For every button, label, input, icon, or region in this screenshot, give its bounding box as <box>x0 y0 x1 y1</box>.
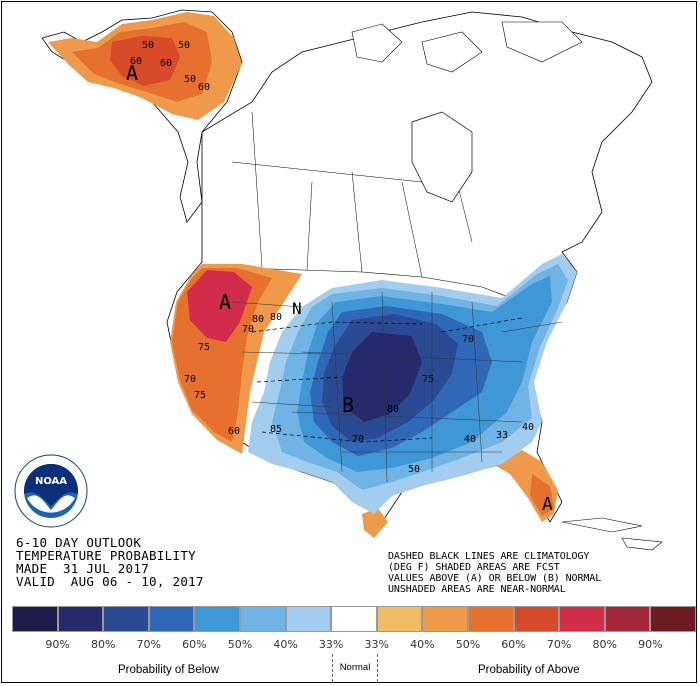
legend-swatch <box>12 606 58 632</box>
contour-value-label: 70 <box>242 324 254 335</box>
legend-swatch <box>376 606 423 632</box>
normal-marker: N <box>292 299 302 318</box>
legend-swatch <box>331 606 377 632</box>
texas-above <box>362 508 388 538</box>
contour-value-label: 60 <box>160 58 172 69</box>
legend-label: 70% <box>546 638 572 651</box>
legend-swatch <box>604 606 651 632</box>
state-lines <box>231 291 563 483</box>
contour-value-label: 60 <box>130 56 142 67</box>
legend-swatch <box>467 606 514 632</box>
noaa-logo: NOAA <box>14 454 88 528</box>
legend-swatch <box>559 606 605 632</box>
legend-label: 60% <box>182 638 207 651</box>
legend-label: 33% <box>364 638 389 651</box>
legend-swatch <box>285 606 332 632</box>
contour-value-label: 40 <box>522 422 534 433</box>
contour-value-label: 70 <box>352 434 364 445</box>
caribbean-islands <box>561 517 663 551</box>
arctic-islands <box>351 21 583 73</box>
contour-value-label: 75 <box>422 374 434 385</box>
contour-value-label: 85 <box>270 424 282 435</box>
florida-above-50 <box>530 474 554 516</box>
legend-swatch <box>650 606 696 632</box>
legend-label: 50% <box>455 638 481 651</box>
noaa-logo-text: NOAA <box>35 476 67 487</box>
legend-color-bar <box>12 606 696 632</box>
contour-value-label: 50 <box>184 74 196 85</box>
contour-value-label: 80 <box>387 404 399 415</box>
legend-label: 60% <box>501 638 526 651</box>
note-line: VALUES ABOVE (A) OR BELOW (B) NORMAL <box>388 573 602 584</box>
legend-labels: 90% 80% 70% 60% 50% 40% 33% 33% 40% 50% 60% 70% 80% 9… <box>35 638 673 651</box>
legend-label: 90% <box>638 638 663 651</box>
legend-label: 40% <box>410 638 435 651</box>
note-line: (DEG F) SHADED AREAS ARE FCST <box>388 562 560 573</box>
legend-label: 40% <box>273 638 298 651</box>
contour-value-label: 75 <box>194 390 206 401</box>
contour-value-label: 60 <box>198 82 210 93</box>
note-line: DASHED BLACK LINES ARE CLIMATOLOGY <box>388 551 590 562</box>
contour-value-label: 60 <box>228 426 240 437</box>
legend-swatch <box>148 606 195 632</box>
alaska-above-60 <box>110 36 180 86</box>
legend-label: 90% <box>45 638 70 651</box>
legend-label: 80% <box>592 638 617 651</box>
legend-swatch <box>239 606 286 632</box>
outlook-subtitle: TEMPERATURE PROBABILITY <box>16 548 196 563</box>
note-line: UNSHADED AREAS ARE NEAR-NORMAL <box>388 584 566 595</box>
legend-swatch <box>422 606 468 632</box>
legend-label: 80% <box>90 638 116 651</box>
florida-above-marker: A <box>542 494 553 515</box>
contour-value-label: 70 <box>462 334 474 345</box>
hudson-bay <box>411 111 473 203</box>
legend-label: 33% <box>318 638 344 651</box>
outlook-valid: VALID AUG 06 - 10, 2017 <box>16 574 204 589</box>
contour-value-label: 50 <box>142 40 154 51</box>
below-marker: B <box>342 393 354 417</box>
contour-value-label: 50 <box>178 40 190 51</box>
legend-swatch <box>103 606 149 632</box>
climatology-note: DASHED BLACK LINES ARE CLIMATOLOGY (DEG F… <box>388 551 601 595</box>
west-above-60 <box>187 270 252 342</box>
contour-value-label: 33 <box>496 430 508 441</box>
alaska-above-marker: A <box>126 61 138 85</box>
west-above-marker: A <box>219 290 231 314</box>
normal-caption: Normal <box>332 654 378 682</box>
contour-value-label: 50 <box>408 464 420 475</box>
contour-value-label: 75 <box>198 342 210 353</box>
legend-label: 50% <box>227 638 253 651</box>
outlook-made: MADE 31 JUL 2017 <box>16 561 150 576</box>
contour-value-label: 70 <box>184 374 196 385</box>
legend-swatch <box>194 606 240 632</box>
legend-swatch <box>57 606 104 632</box>
contour-value-label: 40 <box>464 434 476 445</box>
below-caption: Probability of Below <box>118 664 219 676</box>
province-lines <box>231 111 473 278</box>
above-caption: Probability of Above <box>478 664 580 676</box>
contour-value-label: 80 <box>252 314 264 325</box>
legend-label: 70% <box>136 638 161 651</box>
outlook-title: 6-10 DAY OUTLOOK <box>16 535 142 550</box>
legend-swatch <box>513 606 560 632</box>
outlook-info: 6-10 DAY OUTLOOK TEMPERATURE PROBABILITY M… <box>16 536 204 588</box>
contour-value-label: 80 <box>270 312 282 323</box>
climatology-lines <box>251 317 523 443</box>
